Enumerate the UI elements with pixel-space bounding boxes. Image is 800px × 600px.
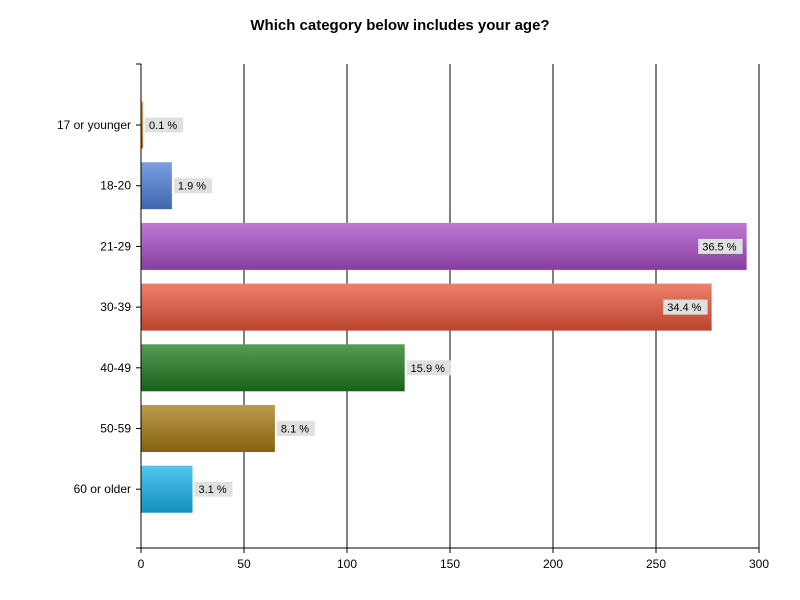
- data-label-box: [194, 481, 233, 497]
- data-label: 8.1 %: [281, 424, 309, 436]
- bar: [141, 405, 275, 452]
- x-tick-label: 150: [440, 557, 460, 571]
- data-label-box: [698, 238, 743, 254]
- data-label: 0.1 %: [149, 120, 177, 132]
- bar: [141, 465, 193, 513]
- data-label: 36.5 %: [702, 241, 736, 253]
- data-label-box: [406, 360, 452, 376]
- bar: [141, 101, 144, 149]
- category-label: 17 or younger: [57, 118, 131, 132]
- data-label-box: [276, 421, 315, 436]
- axes: 0 50 100 150 200 250 300 17 or younger 18-20 21-2…: [57, 63, 769, 571]
- x-tick-label: 0: [138, 557, 145, 571]
- chart-title: Which category below includes your age?: [250, 17, 550, 34]
- category-label: 21-29: [100, 239, 131, 253]
- data-label: 1.9 %: [178, 181, 206, 193]
- x-tick-label: 300: [749, 557, 769, 571]
- bar: [141, 162, 172, 210]
- category-label: 50-59: [100, 422, 131, 436]
- data-label-box: [145, 117, 184, 133]
- category-label: 40-49: [100, 361, 131, 375]
- bar: [141, 283, 712, 331]
- data-label: 34.4 %: [667, 302, 701, 314]
- data-label: 3.1 %: [199, 484, 227, 496]
- category-label: 60 or older: [74, 482, 131, 496]
- data-label-box: [663, 299, 708, 315]
- bar: [141, 222, 747, 270]
- data-labels: 0.1 % 1.9 % 36.5 % 34.4 % 15.9 % 8.1 % 3.1 %: [145, 117, 743, 497]
- x-tick-label: 50: [237, 557, 251, 571]
- bar: [141, 344, 405, 392]
- category-label: 18-20: [100, 179, 131, 193]
- data-label-box: [173, 178, 212, 194]
- x-tick-label: 200: [543, 557, 563, 571]
- x-tick-label: 100: [337, 557, 357, 571]
- bars: [141, 101, 747, 513]
- category-label: 30-39: [100, 300, 131, 314]
- x-tick-label: 250: [646, 557, 666, 571]
- data-label: 15.9 %: [411, 363, 445, 375]
